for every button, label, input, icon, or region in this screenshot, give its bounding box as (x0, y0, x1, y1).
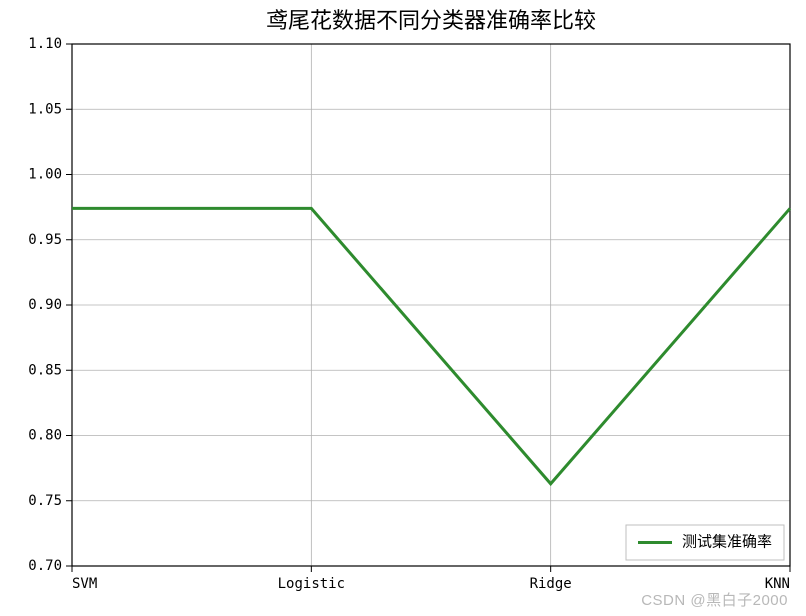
chart-container: 0.70 0.75 0.80 0.85 0.90 0.95 1.00 1.05 1.10 SVM L… (0, 0, 806, 616)
x-tick-label: SVM (72, 576, 97, 592)
legend-label: 测试集准确率 (682, 533, 772, 550)
chart-title: 鸢尾花数据不同分类器准确率比较 (266, 8, 596, 33)
legend: 测试集准确率 (626, 525, 784, 560)
y-tick-label: 0.90 (28, 297, 62, 313)
y-tick-label: 1.10 (28, 36, 62, 52)
x-tick-label: Logistic (278, 576, 345, 592)
y-tick-label: 0.70 (28, 558, 62, 574)
y-tick-label: 1.05 (28, 101, 62, 117)
line-chart: 0.70 0.75 0.80 0.85 0.90 0.95 1.00 1.05 1.10 SVM L… (0, 0, 806, 616)
watermark-text: CSDN @黑白子2000 (641, 589, 788, 610)
y-tick-label: 0.75 (28, 493, 62, 509)
y-tick-label: 0.95 (28, 232, 62, 248)
y-tick-label: 1.00 (28, 167, 62, 183)
y-tick-label: 0.80 (28, 428, 62, 444)
x-tick-label: Ridge (530, 576, 572, 592)
y-tick-label: 0.85 (28, 362, 62, 378)
